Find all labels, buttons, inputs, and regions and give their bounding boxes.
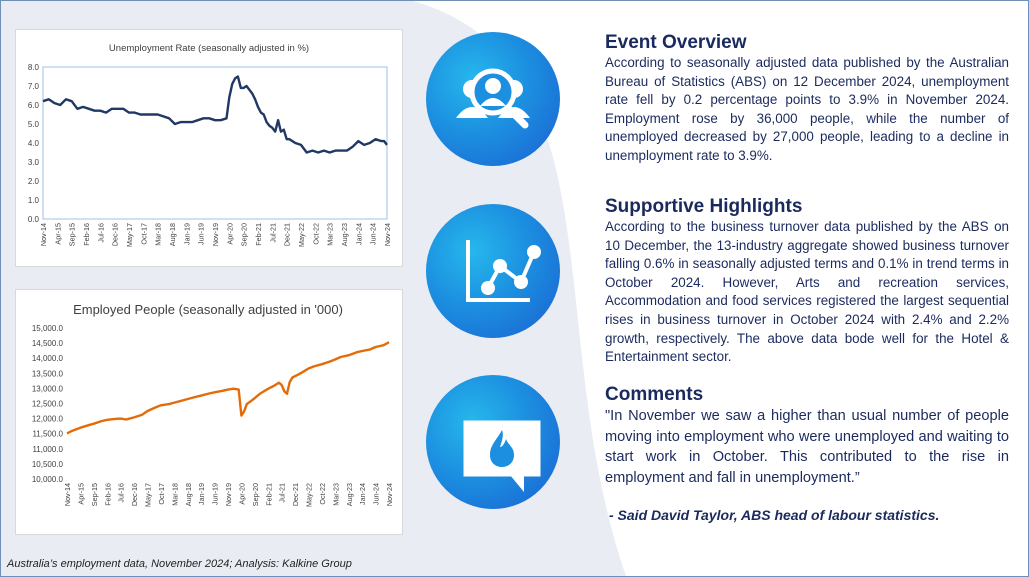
event-overview-body: According to seasonally adjusted data pu… — [605, 55, 1009, 163]
y-tick-label: 5.0 — [28, 120, 40, 129]
x-tick-label: Apr-15 — [53, 223, 62, 245]
y-tick-label: 11,000.0 — [32, 445, 63, 454]
x-tick-label: Aug-23 — [345, 483, 354, 506]
x-tick-label: Jun-24 — [372, 483, 381, 505]
x-tick-label: Jun-19 — [197, 223, 206, 245]
x-tick-label: Mar-23 — [331, 483, 340, 506]
y-tick-label: 8.0 — [28, 63, 40, 72]
y-tick-label: 10,500.0 — [32, 460, 64, 469]
x-tick-label: Apr-15 — [76, 483, 85, 505]
x-tick-label: Feb-21 — [264, 483, 273, 506]
y-tick-label: 14,000.0 — [32, 354, 64, 363]
source-footnote: Australia’s employment data, November 20… — [7, 558, 352, 570]
employed-people-line — [66, 341, 390, 435]
x-tick-label: Dec-21 — [291, 483, 300, 506]
x-tick-label: Jun-24 — [369, 223, 378, 245]
unemployment-rate-line — [42, 75, 388, 154]
x-tick-label: Jun-19 — [211, 483, 220, 505]
line-chart-icon — [426, 204, 560, 338]
x-tick-label: Sep-15 — [68, 223, 77, 246]
x-tick-label: Nov-19 — [211, 223, 220, 246]
x-tick-label: Jan-19 — [182, 223, 191, 245]
x-tick-label: May-22 — [305, 483, 314, 507]
x-tick-label: Mar-18 — [154, 223, 163, 246]
y-tick-label: 13,500.0 — [32, 369, 64, 378]
x-tick-label: Aug-18 — [168, 223, 177, 246]
speech-bubble-flame-icon — [426, 375, 560, 509]
x-tick-label: Aug-18 — [184, 483, 193, 506]
x-tick-label: Nov-24 — [383, 223, 392, 246]
y-tick-label: 10,000.0 — [32, 475, 64, 484]
x-tick-label: Dec-21 — [283, 223, 292, 246]
x-tick-label: Jul-16 — [117, 483, 126, 503]
x-tick-label: Jan-24 — [354, 223, 363, 245]
x-tick-label: Mar-23 — [326, 223, 335, 246]
x-tick-label: Nov-14 — [39, 223, 48, 246]
x-tick-label: Apr-20 — [237, 483, 246, 505]
x-tick-label: Feb-16 — [103, 483, 112, 506]
y-tick-label: 2.0 — [28, 177, 40, 186]
y-tick-label: 11,500.0 — [32, 430, 63, 439]
unemployment-chart-panel: Unemployment Rate (seasonally adjusted i… — [15, 29, 403, 267]
x-tick-label: Nov-24 — [385, 483, 394, 506]
x-tick-label: Sep-20 — [251, 483, 260, 506]
y-tick-label: 1.0 — [28, 196, 40, 205]
x-tick-label: Aug-23 — [340, 223, 349, 246]
y-tick-label: 4.0 — [28, 139, 40, 148]
employment-chart-panel: Employed People (seasonally adjusted in … — [15, 289, 403, 535]
x-tick-label: Dec-16 — [130, 483, 139, 506]
x-tick-label: Oct-22 — [318, 483, 327, 505]
x-tick-label: May-17 — [125, 223, 134, 247]
chart-title: Employed People (seasonally adjusted in … — [73, 302, 343, 317]
y-tick-label: 0.0 — [28, 215, 40, 224]
supportive-highlights-title: Supportive Highlights — [605, 196, 803, 217]
y-tick-label: 15,000.0 — [32, 324, 64, 333]
y-tick-label: 14,500.0 — [32, 339, 64, 348]
x-tick-label: Nov-14 — [63, 483, 72, 506]
y-tick-label: 6.0 — [28, 101, 40, 110]
x-tick-label: Oct-17 — [157, 483, 166, 505]
x-tick-label: Sep-20 — [240, 223, 249, 246]
x-tick-label: Oct-17 — [139, 223, 148, 245]
y-tick-label: 7.0 — [28, 82, 40, 91]
x-tick-label: Jul-16 — [96, 223, 105, 243]
x-tick-label: Apr-20 — [225, 223, 234, 245]
event-overview-title: Event Overview — [605, 32, 747, 53]
y-tick-label: 12,500.0 — [32, 400, 64, 409]
y-tick-label: 3.0 — [28, 158, 40, 167]
supportive-highlights-body: According to the business turnover data … — [605, 219, 1009, 365]
x-tick-label: Mar-18 — [170, 483, 179, 506]
plot-area — [42, 66, 388, 220]
x-tick-label: Jan-24 — [358, 483, 367, 505]
x-tick-label: May-22 — [297, 223, 306, 247]
people-search-icon — [426, 32, 560, 166]
comments-title: Comments — [605, 384, 704, 405]
x-tick-label: Nov-19 — [224, 483, 233, 506]
x-tick-label: Jul-21 — [278, 483, 287, 503]
y-tick-label: 12,000.0 — [32, 415, 64, 424]
supportive-highlights-section: Supportive Highlights According to the b… — [605, 196, 1009, 367]
x-tick-label: Sep-15 — [90, 483, 99, 506]
y-tick-label: 13,000.0 — [32, 384, 64, 393]
x-tick-label: May-17 — [144, 483, 153, 507]
chart-title: Unemployment Rate (seasonally adjusted i… — [109, 43, 309, 54]
event-overview-section: Event Overview According to seasonally a… — [605, 32, 1009, 166]
x-tick-label: Jul-21 — [268, 223, 277, 243]
comments-section: Comments "In November we saw a higher th… — [605, 384, 1009, 488]
employed-people-chart: Employed People (seasonally adjusted in … — [32, 302, 394, 507]
x-tick-label: Feb-16 — [82, 223, 91, 246]
comments-quote: "In November we saw a higher than usual … — [605, 408, 1009, 486]
x-tick-label: Oct-22 — [311, 223, 320, 245]
x-tick-label: Feb-21 — [254, 223, 263, 246]
x-tick-label: Jan-19 — [197, 483, 206, 505]
unemployment-rate-chart: Unemployment Rate (seasonally adjusted i… — [28, 43, 392, 247]
quote-author: - Said David Taylor, ABS head of labour … — [609, 507, 940, 523]
x-tick-label: Dec-16 — [111, 223, 120, 246]
